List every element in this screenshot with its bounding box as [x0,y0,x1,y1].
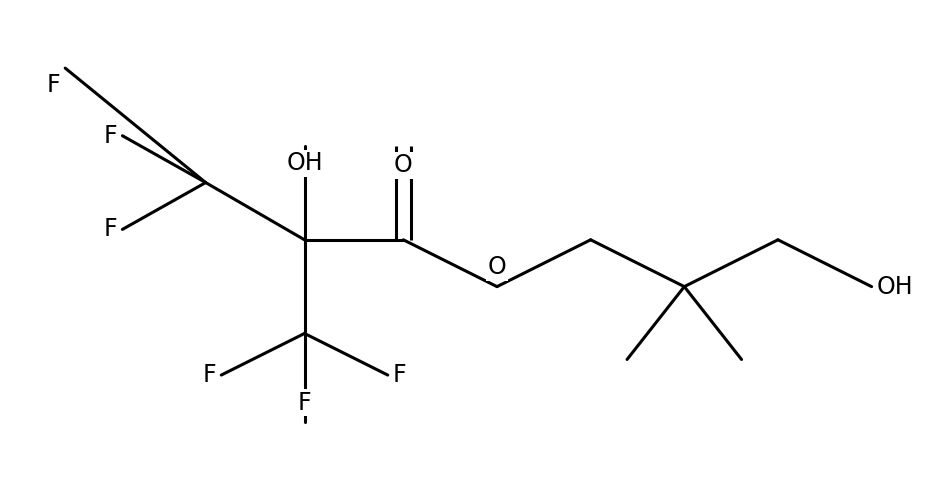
Text: F: F [46,74,60,98]
Text: OH: OH [877,274,914,298]
Text: O: O [488,255,507,279]
Text: F: F [298,391,312,415]
Text: OH: OH [286,151,323,175]
Text: F: F [393,363,407,387]
Text: F: F [203,363,216,387]
Text: F: F [104,124,117,148]
Text: O: O [394,153,413,177]
Text: F: F [104,218,117,242]
